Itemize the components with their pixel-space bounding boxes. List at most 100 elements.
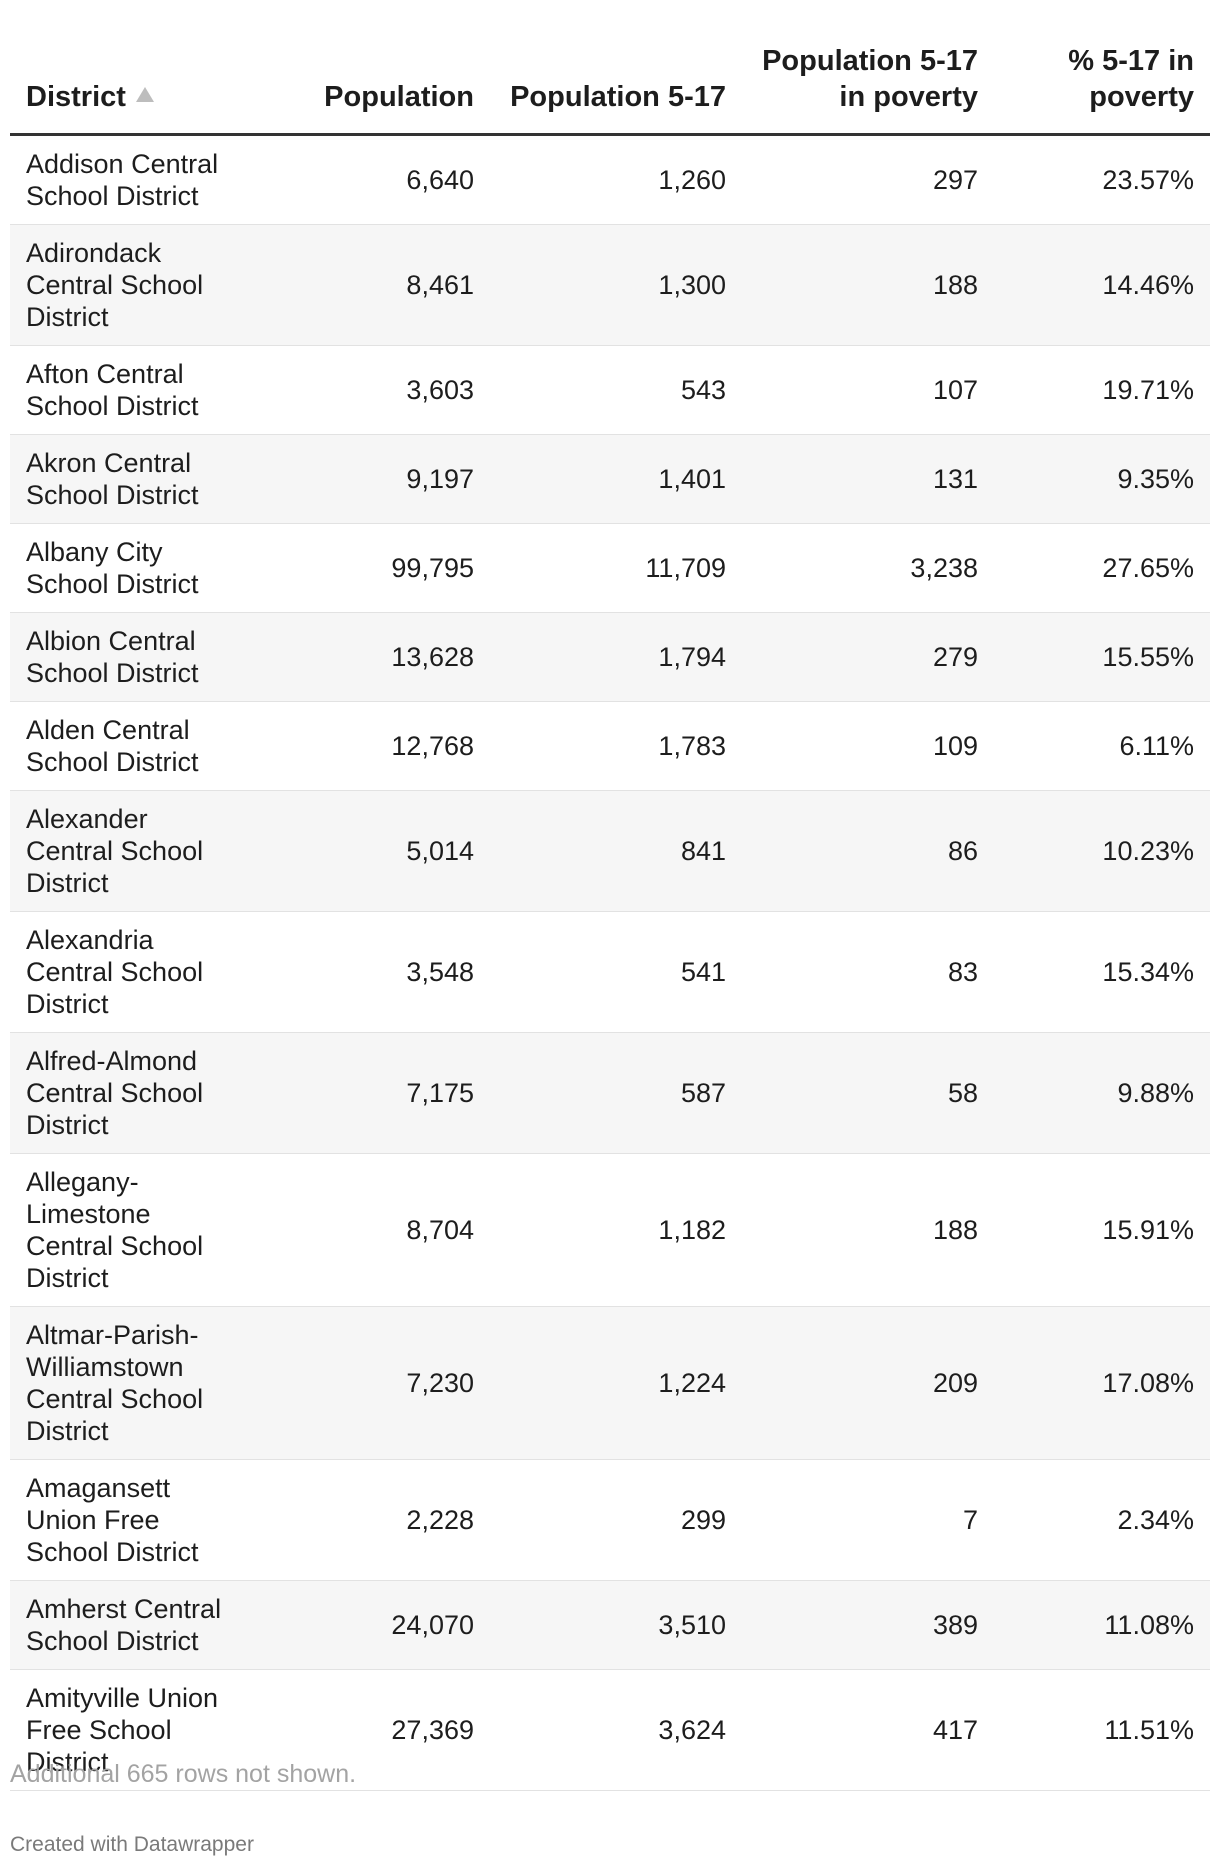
- population-5-17-cell: 1,401: [490, 434, 742, 524]
- column-header-population-5-17-in-poverty[interactable]: Population 5-17 in poverty: [742, 0, 994, 136]
- column-header-label: District: [26, 80, 126, 113]
- district-cell: Alfred-Almond Central School District: [10, 1032, 250, 1154]
- table-container: District Population Population 5-17 Popu…: [10, 0, 1210, 1791]
- table-row: Alden Central School District 12,768 1,7…: [10, 701, 1210, 791]
- poverty-percent-cell: 19.71%: [994, 345, 1210, 435]
- table-row: Allegany-Limestone Central School Distri…: [10, 1153, 1210, 1307]
- population-cell: 7,230: [250, 1306, 490, 1460]
- district-cell: Amityville Union Free School District: [10, 1669, 250, 1791]
- table-row: Amagansett Union Free School District 2,…: [10, 1459, 1210, 1581]
- table-notes: Additional 665 rows not shown.: [10, 1760, 357, 1788]
- population-5-17-cell: 3,510: [490, 1580, 742, 1670]
- column-header-population[interactable]: Population: [250, 0, 490, 136]
- poverty-count-cell: 107: [742, 345, 994, 435]
- population-cell: 3,603: [250, 345, 490, 435]
- poverty-count-cell: 58: [742, 1032, 994, 1154]
- poverty-percent-cell: 2.34%: [994, 1459, 1210, 1581]
- district-cell: Amagansett Union Free School District: [10, 1459, 250, 1581]
- poverty-percent-cell: 14.46%: [994, 224, 1210, 346]
- table-row: Alfred-Almond Central School District 7,…: [10, 1032, 1210, 1154]
- poverty-count-cell: 297: [742, 134, 994, 225]
- poverty-percent-cell: 23.57%: [994, 134, 1210, 225]
- population-cell: 13,628: [250, 612, 490, 702]
- population-5-17-cell: 1,182: [490, 1153, 742, 1307]
- population-5-17-cell: 1,300: [490, 224, 742, 346]
- population-5-17-cell: 1,783: [490, 701, 742, 791]
- population-5-17-cell: 541: [490, 911, 742, 1033]
- district-cell: Amherst Central School District: [10, 1580, 250, 1670]
- table-row: Alexander Central School District 5,014 …: [10, 790, 1210, 912]
- poverty-count-cell: 109: [742, 701, 994, 791]
- district-cell: Alexander Central School District: [10, 790, 250, 912]
- district-cell: Adirondack Central School District: [10, 224, 250, 346]
- population-cell: 8,461: [250, 224, 490, 346]
- district-cell: Addison Central School District: [10, 134, 250, 225]
- poverty-count-cell: 131: [742, 434, 994, 524]
- table-row: Adirondack Central School District 8,461…: [10, 224, 1210, 346]
- column-header-district[interactable]: District: [10, 0, 250, 136]
- population-5-17-cell: 587: [490, 1032, 742, 1154]
- district-cell: Allegany-Limestone Central School Distri…: [10, 1153, 250, 1307]
- poverty-count-cell: 3,238: [742, 523, 994, 613]
- datawrapper-credit[interactable]: Created with Datawrapper: [10, 1833, 254, 1856]
- column-header-percent-in-poverty[interactable]: % 5-17 in poverty: [994, 0, 1210, 136]
- district-cell: Alden Central School District: [10, 701, 250, 791]
- population-5-17-cell: 1,260: [490, 134, 742, 225]
- poverty-count-cell: 188: [742, 224, 994, 346]
- poverty-percent-cell: 10.23%: [994, 790, 1210, 912]
- population-cell: 8,704: [250, 1153, 490, 1307]
- population-cell: 7,175: [250, 1032, 490, 1154]
- sort-ascending-icon[interactable]: [135, 86, 154, 102]
- population-5-17-cell: 299: [490, 1459, 742, 1581]
- population-5-17-cell: 543: [490, 345, 742, 435]
- poverty-count-cell: 83: [742, 911, 994, 1033]
- population-cell: 99,795: [250, 523, 490, 613]
- poverty-count-cell: 389: [742, 1580, 994, 1670]
- district-cell: Albany City School District: [10, 523, 250, 613]
- header-row: District Population Population 5-17 Popu…: [10, 0, 1210, 136]
- district-cell: Afton Central School District: [10, 345, 250, 435]
- poverty-percent-cell: 6.11%: [994, 701, 1210, 791]
- table-row: Albany City School District 99,795 11,70…: [10, 523, 1210, 613]
- table-row: Akron Central School District 9,197 1,40…: [10, 434, 1210, 524]
- population-5-17-cell: 1,224: [490, 1306, 742, 1460]
- district-cell: Alexandria Central School District: [10, 911, 250, 1033]
- poverty-count-cell: 86: [742, 790, 994, 912]
- population-5-17-cell: 11,709: [490, 523, 742, 613]
- population-cell: 2,228: [250, 1459, 490, 1581]
- population-cell: 9,197: [250, 434, 490, 524]
- population-5-17-cell: 841: [490, 790, 742, 912]
- poverty-percent-cell: 15.34%: [994, 911, 1210, 1033]
- population-cell: 5,014: [250, 790, 490, 912]
- population-5-17-cell: 1,794: [490, 612, 742, 702]
- poverty-count-cell: 209: [742, 1306, 994, 1460]
- poverty-count-cell: 188: [742, 1153, 994, 1307]
- table-row: Addison Central School District 6,640 1,…: [10, 134, 1210, 225]
- table-row: Amityville Union Free School District 27…: [10, 1669, 1210, 1791]
- poverty-count-cell: 7: [742, 1459, 994, 1581]
- poverty-percent-cell: 9.35%: [994, 434, 1210, 524]
- poverty-percent-cell: 15.91%: [994, 1153, 1210, 1307]
- poverty-count-cell: 279: [742, 612, 994, 702]
- population-cell: 24,070: [250, 1580, 490, 1670]
- poverty-percent-cell: 15.55%: [994, 612, 1210, 702]
- poverty-percent-cell: 17.08%: [994, 1306, 1210, 1460]
- population-cell: 3,548: [250, 911, 490, 1033]
- poverty-percent-cell: 9.88%: [994, 1032, 1210, 1154]
- table-row: Amherst Central School District 24,070 3…: [10, 1580, 1210, 1670]
- district-cell: Akron Central School District: [10, 434, 250, 524]
- table-row: Alexandria Central School District 3,548…: [10, 911, 1210, 1033]
- data-table: District Population Population 5-17 Popu…: [10, 0, 1210, 1791]
- poverty-count-cell: 417: [742, 1669, 994, 1791]
- population-cell: 6,640: [250, 134, 490, 225]
- table-row: Albion Central School District 13,628 1,…: [10, 612, 1210, 702]
- population-5-17-cell: 3,624: [490, 1669, 742, 1791]
- table-row: Altmar-Parish-Williamstown Central Schoo…: [10, 1306, 1210, 1460]
- column-header-population-5-17[interactable]: Population 5-17: [490, 0, 742, 136]
- district-cell: Altmar-Parish-Williamstown Central Schoo…: [10, 1306, 250, 1460]
- poverty-percent-cell: 27.65%: [994, 523, 1210, 613]
- population-cell: 27,369: [250, 1669, 490, 1791]
- poverty-percent-cell: 11.51%: [994, 1669, 1210, 1791]
- poverty-percent-cell: 11.08%: [994, 1580, 1210, 1670]
- population-cell: 12,768: [250, 701, 490, 791]
